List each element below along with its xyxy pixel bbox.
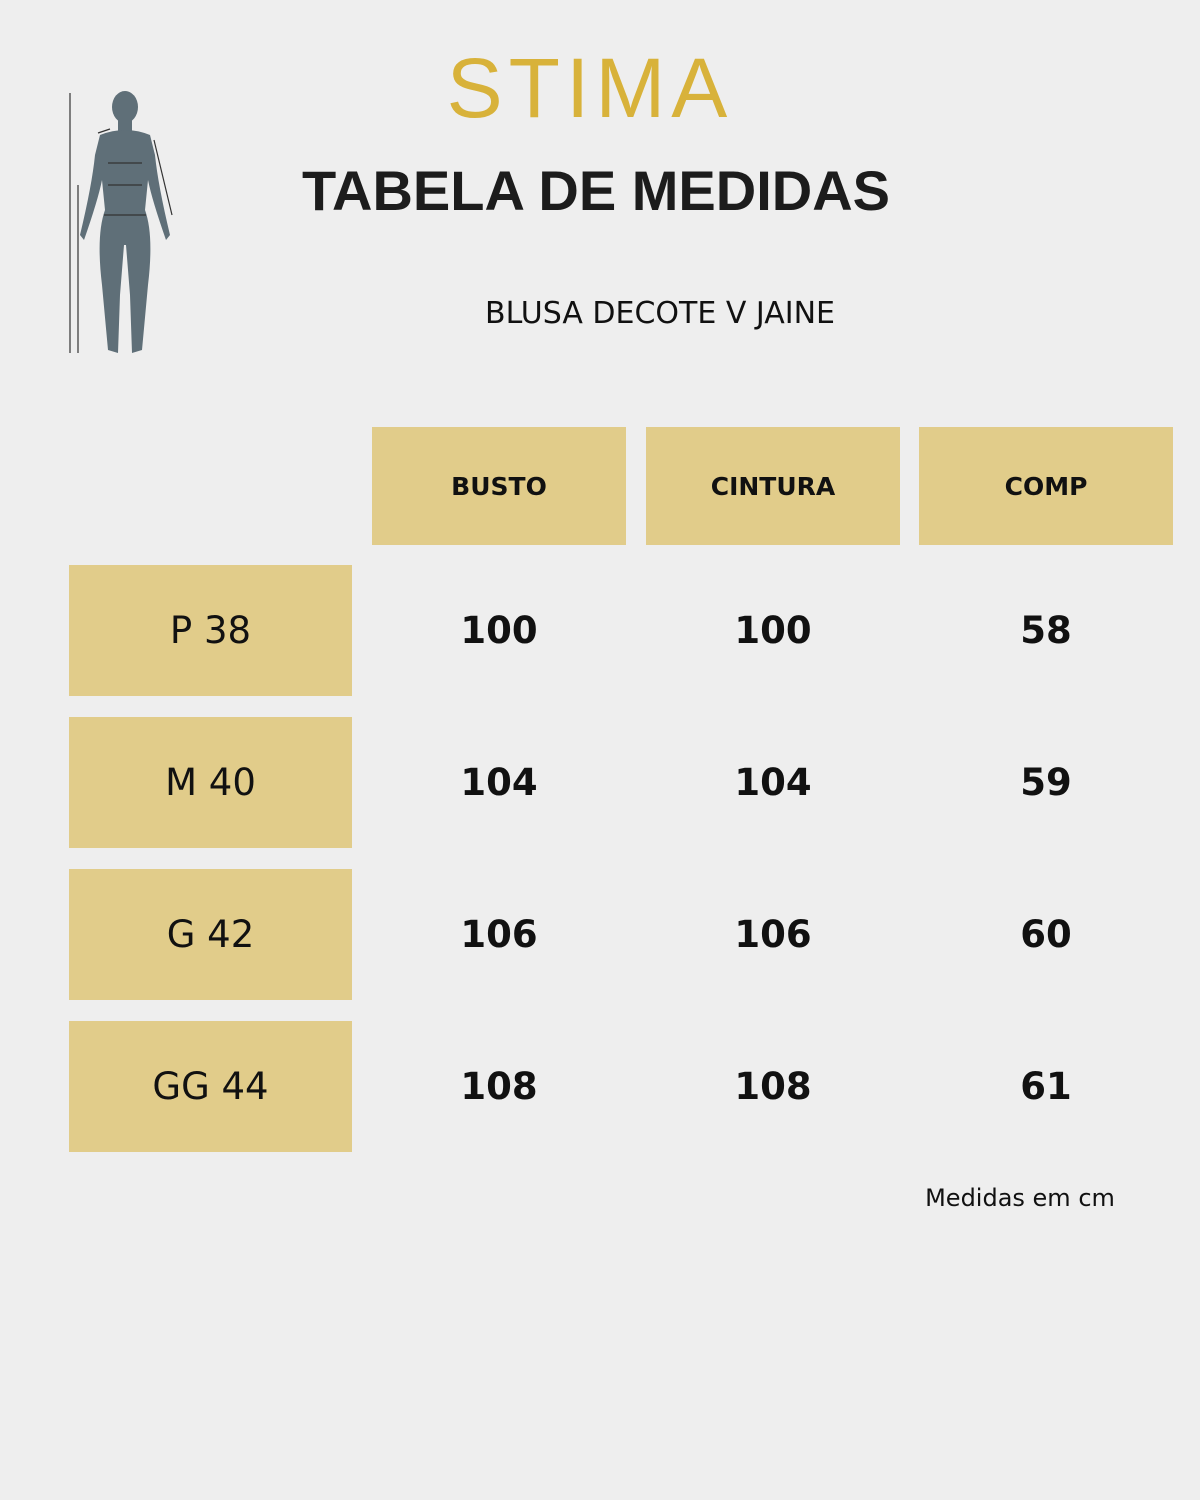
measurement: 100 bbox=[460, 609, 538, 652]
size-label: G 42 bbox=[69, 869, 352, 1000]
measurement: 108 bbox=[734, 1065, 812, 1108]
measurement: 108 bbox=[460, 1065, 538, 1108]
size-label: P 38 bbox=[69, 565, 352, 696]
footnote: Medidas em cm bbox=[925, 1184, 1115, 1212]
measurement: 104 bbox=[460, 761, 538, 804]
measurement: 58 bbox=[1020, 609, 1072, 652]
measurement: 106 bbox=[460, 913, 538, 956]
measurement: 60 bbox=[1020, 913, 1072, 956]
column-header: BUSTO bbox=[372, 427, 626, 545]
product-name: BLUSA DECOTE V JAINE bbox=[485, 296, 835, 331]
body-figure bbox=[69, 91, 173, 353]
page-title: TABELA DE MEDIDAS bbox=[302, 159, 890, 222]
column-header: COMP bbox=[919, 427, 1173, 545]
size-label: M 40 bbox=[69, 717, 352, 848]
brand-logo: STIMA bbox=[446, 41, 734, 135]
measurement: 100 bbox=[734, 609, 812, 652]
measurement: 59 bbox=[1020, 761, 1072, 804]
measurement: 61 bbox=[1020, 1065, 1072, 1108]
column-header: CINTURA bbox=[646, 427, 900, 545]
measurement: 106 bbox=[734, 913, 812, 956]
size-label: GG 44 bbox=[69, 1021, 352, 1152]
measurement: 104 bbox=[734, 761, 812, 804]
